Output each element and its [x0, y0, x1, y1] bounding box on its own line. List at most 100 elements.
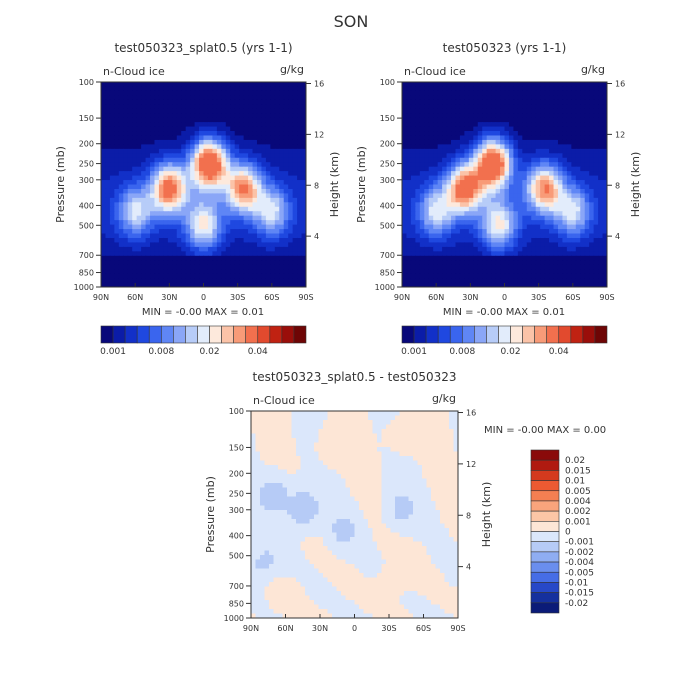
- contour-cell: [442, 206, 448, 212]
- contour-cell: [109, 233, 115, 239]
- contour-cell: [453, 442, 458, 448]
- contour-cell: [145, 175, 151, 181]
- contour-cell: [212, 162, 218, 168]
- contour-cell: [410, 202, 416, 208]
- contour-cell: [132, 229, 138, 235]
- contour-cell: [248, 90, 254, 96]
- colorbar: 0.001 0.008 0.02 0.04: [401, 325, 608, 357]
- contour-cell: [419, 197, 425, 203]
- contour-cell: [181, 273, 187, 279]
- contour-cell: [522, 264, 528, 270]
- contour-cell: [562, 255, 568, 261]
- contour-cell: [495, 108, 501, 114]
- contour-cell: [446, 180, 452, 186]
- contour-cell: [114, 246, 120, 252]
- contour-cell: [566, 90, 572, 96]
- contour-cell: [589, 211, 595, 217]
- contour-cell: [261, 273, 267, 279]
- contour-cell: [234, 175, 240, 181]
- contour-cell: [517, 166, 523, 172]
- contour-cell: [216, 264, 222, 270]
- contour-cell: [544, 153, 550, 159]
- contour-cell: [504, 251, 510, 257]
- contour-cell: [413, 460, 419, 466]
- contour-cell: [185, 99, 191, 105]
- contour-cell: [114, 251, 120, 257]
- contour-cell: [288, 278, 294, 284]
- contour-cell: [194, 206, 200, 212]
- contour-cell: [415, 264, 421, 270]
- contour-cell: [167, 162, 173, 168]
- contour-cell: [167, 202, 173, 208]
- contour-cell: [212, 90, 218, 96]
- contour-cell: [283, 251, 289, 257]
- contour-cell: [540, 180, 546, 186]
- contour-cell: [265, 122, 271, 128]
- contour-cell: [526, 251, 532, 257]
- contour-cell: [540, 117, 546, 123]
- contour-cell: [301, 180, 306, 186]
- contour-cell: [553, 264, 559, 270]
- contour-cell: [575, 99, 581, 105]
- contour-cell: [517, 99, 523, 105]
- y-tick-label: 1000: [375, 283, 395, 292]
- contour-cell: [402, 220, 408, 226]
- x-tick-label: 90N: [394, 293, 410, 302]
- contour-cell: [127, 237, 133, 244]
- contour-cell: [212, 264, 218, 270]
- contour-cell: [437, 122, 443, 128]
- contour-cell: [402, 273, 408, 279]
- contour-cell: [292, 282, 298, 287]
- contour-cell: [292, 206, 298, 212]
- contour-cell: [163, 260, 169, 266]
- contour-cell: [279, 251, 285, 257]
- contour-cell: [535, 131, 541, 137]
- contour-cell: [386, 429, 392, 435]
- contour-cell: [473, 251, 479, 257]
- contour-cell: [176, 135, 182, 141]
- contour-cell: [422, 424, 428, 430]
- contour-cell: [540, 108, 546, 114]
- contour-cell: [566, 108, 572, 114]
- contour-cell: [154, 144, 160, 150]
- contour-cell: [292, 255, 298, 261]
- contour-cell: [451, 229, 457, 235]
- contour-cell: [477, 264, 483, 270]
- contour-cell: [185, 108, 191, 114]
- contour-cell: [477, 95, 483, 101]
- contour-cell: [234, 246, 240, 252]
- contour-cell: [118, 148, 124, 154]
- contour-cell: [248, 220, 254, 226]
- contour-cell: [566, 99, 572, 105]
- contour-cell: [540, 251, 546, 257]
- contour-cell: [584, 153, 590, 159]
- contour-cell: [413, 411, 419, 417]
- contour-cell: [145, 188, 151, 195]
- contour-cell: [442, 139, 448, 145]
- contour-cell: [402, 90, 408, 96]
- contour-cell: [283, 229, 289, 235]
- contour-cell: [248, 175, 254, 181]
- contour-cell: [273, 438, 279, 444]
- contour-cell: [123, 153, 129, 159]
- contour-cell: [123, 202, 129, 208]
- contour-cell: [473, 188, 479, 195]
- contour-cell: [575, 108, 581, 114]
- contour-cell: [446, 113, 452, 119]
- contour-cell: [261, 131, 267, 137]
- contour-cell: [118, 175, 124, 181]
- contour-cell: [486, 166, 492, 172]
- contour-cell: [282, 420, 288, 426]
- contour-cell: [446, 255, 452, 261]
- contour-cell: [141, 86, 147, 92]
- contour-cell: [593, 278, 599, 284]
- contour-cell: [225, 224, 231, 230]
- contour-cell: [491, 113, 497, 119]
- contour-cell: [243, 144, 249, 150]
- contour-cell: [136, 269, 142, 275]
- contour-cell: [199, 153, 205, 159]
- contour-cell: [158, 264, 164, 270]
- contour-cell: [239, 157, 245, 163]
- contour-cell: [101, 95, 107, 101]
- contour-cell: [589, 255, 595, 261]
